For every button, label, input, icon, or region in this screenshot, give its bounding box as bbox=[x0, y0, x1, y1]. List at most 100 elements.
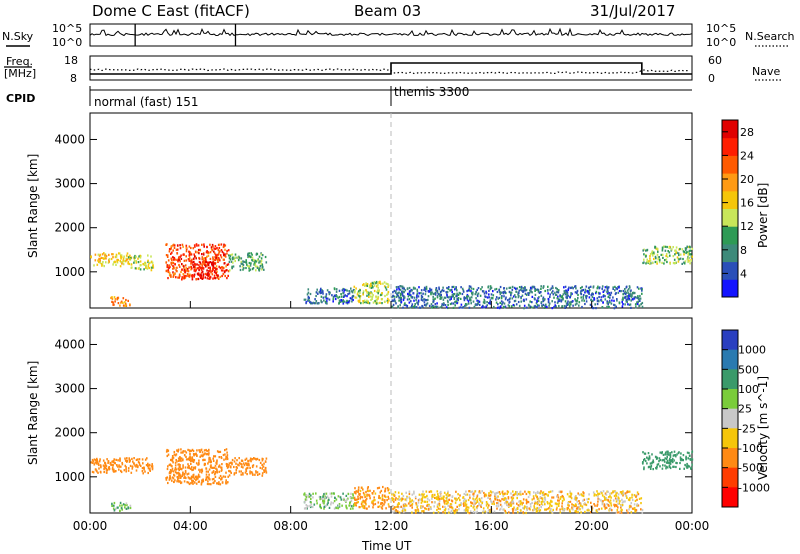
data-cell bbox=[469, 298, 471, 301]
y-tick-label: 4000 bbox=[54, 132, 85, 146]
data-cell bbox=[649, 262, 652, 265]
data-cell bbox=[242, 473, 244, 476]
data-cell bbox=[95, 468, 97, 471]
data-cell bbox=[448, 494, 451, 497]
data-cell bbox=[224, 255, 227, 258]
data-cell bbox=[653, 257, 655, 261]
colorbar-frame bbox=[721, 119, 739, 298]
data-cell bbox=[444, 502, 446, 505]
data-cell bbox=[213, 274, 216, 277]
data-cell bbox=[558, 499, 560, 502]
data-cell bbox=[400, 505, 403, 508]
data-cell bbox=[429, 507, 432, 510]
data-cell bbox=[304, 498, 307, 501]
data-cell bbox=[561, 499, 564, 503]
data-cell bbox=[173, 474, 176, 477]
data-cell bbox=[188, 466, 190, 470]
data-cell bbox=[495, 301, 498, 304]
data-cell bbox=[169, 475, 171, 478]
data-cell bbox=[507, 491, 510, 494]
data-cell bbox=[392, 497, 395, 500]
y-tick-label: 2000 bbox=[54, 221, 85, 235]
data-cell bbox=[616, 511, 619, 514]
data-cell bbox=[531, 291, 533, 294]
data-cell bbox=[194, 466, 197, 469]
data-cell bbox=[604, 295, 606, 298]
data-cell bbox=[410, 300, 412, 303]
data-cell bbox=[387, 283, 389, 286]
data-cell bbox=[597, 493, 600, 496]
data-cell bbox=[487, 285, 490, 288]
data-cell bbox=[225, 471, 227, 474]
data-cell bbox=[129, 464, 132, 467]
data-cell bbox=[216, 471, 219, 474]
colorbar-segment bbox=[722, 155, 738, 174]
data-cell bbox=[124, 459, 127, 462]
data-cell bbox=[258, 458, 261, 462]
data-cell bbox=[190, 467, 192, 470]
data-cell bbox=[622, 296, 624, 299]
data-cell bbox=[202, 275, 204, 278]
data-cell bbox=[470, 501, 472, 504]
data-cell bbox=[561, 505, 563, 508]
data-cell bbox=[378, 486, 381, 489]
data-cell bbox=[641, 508, 644, 512]
data-cell bbox=[485, 511, 488, 514]
data-cell bbox=[413, 299, 415, 302]
data-cell bbox=[476, 303, 478, 306]
data-cell bbox=[375, 285, 378, 288]
data-cell bbox=[381, 498, 384, 501]
data-cell bbox=[588, 497, 590, 501]
data-cell bbox=[581, 289, 583, 292]
data-cell bbox=[215, 256, 217, 259]
data-cell bbox=[213, 455, 215, 458]
data-cell bbox=[465, 503, 467, 507]
data-cell bbox=[213, 270, 216, 273]
data-cell bbox=[188, 482, 191, 486]
data-cell bbox=[104, 461, 106, 464]
data-cell bbox=[305, 494, 307, 497]
data-cell bbox=[325, 297, 328, 300]
data-cell bbox=[434, 303, 437, 306]
data-cell bbox=[408, 502, 411, 505]
data-cell bbox=[227, 263, 230, 266]
data-cell bbox=[438, 502, 441, 505]
data-cell bbox=[394, 300, 397, 303]
data-cell bbox=[451, 506, 454, 510]
data-cell bbox=[175, 276, 177, 279]
data-cell bbox=[592, 491, 595, 494]
data-cell bbox=[171, 251, 173, 254]
data-cell bbox=[409, 504, 412, 507]
data-cell bbox=[105, 254, 108, 258]
data-cell bbox=[306, 505, 309, 508]
data-cell bbox=[606, 300, 608, 303]
data-cell bbox=[217, 275, 219, 278]
data-cell bbox=[447, 504, 449, 507]
data-cell bbox=[347, 293, 349, 296]
data-cell bbox=[207, 254, 210, 257]
data-cell bbox=[549, 510, 551, 513]
data-cell bbox=[122, 297, 125, 300]
data-cell bbox=[635, 495, 637, 498]
data-cell bbox=[683, 467, 685, 470]
data-cell bbox=[520, 493, 522, 496]
data-cell bbox=[512, 303, 515, 307]
data-cell bbox=[459, 499, 461, 502]
data-cell bbox=[441, 289, 444, 292]
data-cell bbox=[190, 260, 192, 263]
data-cell bbox=[188, 273, 190, 276]
data-cell bbox=[205, 261, 208, 264]
data-cell bbox=[354, 498, 357, 501]
data-cell bbox=[643, 258, 645, 261]
data-cell bbox=[384, 487, 387, 490]
colorbar-segment bbox=[722, 389, 738, 410]
data-cell bbox=[393, 506, 396, 509]
data-cell bbox=[521, 289, 523, 292]
data-cell bbox=[417, 508, 419, 511]
data-cell bbox=[138, 266, 140, 270]
data-cell bbox=[92, 471, 95, 474]
data-cell bbox=[304, 298, 307, 301]
data-cell bbox=[400, 301, 403, 304]
